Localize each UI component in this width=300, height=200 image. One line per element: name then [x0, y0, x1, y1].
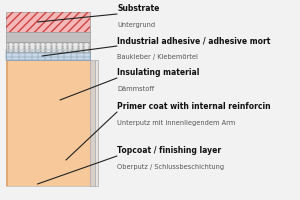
Bar	[6, 60, 8, 186]
Bar	[90, 60, 95, 186]
Bar	[6, 12, 90, 32]
Text: Substrate: Substrate	[117, 4, 159, 13]
Bar	[6, 42, 90, 52]
Text: Untergrund: Untergrund	[117, 22, 155, 28]
Bar	[6, 50, 90, 60]
Text: Unterputz mit innenliegendem Arm: Unterputz mit innenliegendem Arm	[117, 120, 235, 126]
Text: Oberputz / Schlussbeschichtung: Oberputz / Schlussbeschichtung	[117, 164, 224, 170]
Text: Topcoat / finishing layer: Topcoat / finishing layer	[117, 146, 221, 155]
Bar	[6, 32, 90, 42]
Text: Dämmstoff: Dämmstoff	[117, 86, 154, 92]
Bar	[95, 60, 98, 186]
Text: Primer coat with internal reinforcin: Primer coat with internal reinforcin	[117, 102, 271, 111]
Text: Insulating material: Insulating material	[117, 68, 200, 77]
Text: Industrial adhesive / adhesive mort: Industrial adhesive / adhesive mort	[117, 36, 270, 45]
Text: Baukleber / Klebemörtel: Baukleber / Klebemörtel	[117, 54, 198, 60]
Bar	[6, 60, 90, 186]
Bar	[6, 12, 90, 32]
